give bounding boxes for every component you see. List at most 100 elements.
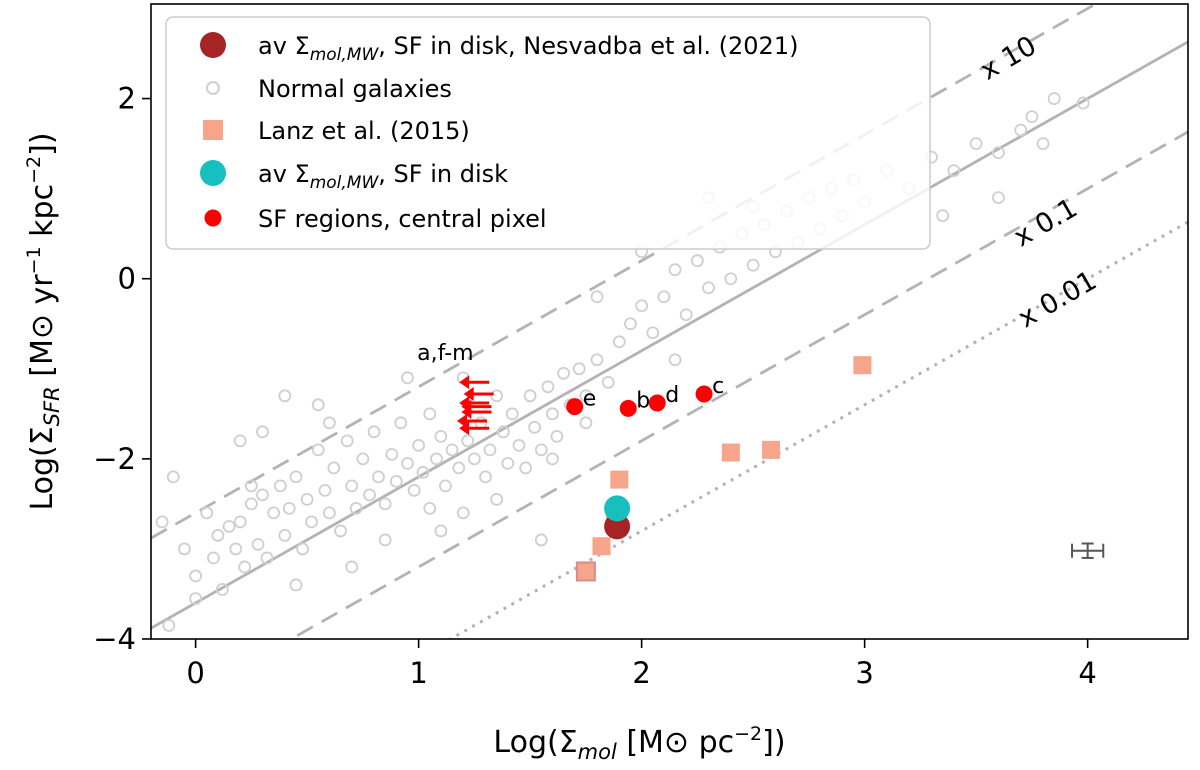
normal-galaxy-point (401, 371, 414, 385)
normal-galaxy-point (501, 456, 515, 470)
normal-galaxy-point (668, 353, 682, 367)
y-tick-label: 2 (118, 82, 136, 116)
normal-galaxy-point (222, 520, 236, 533)
y-tick-label: 0 (118, 262, 136, 296)
relation-label-3: x 0.01 (1013, 265, 1102, 334)
normal-galaxy-point (211, 529, 225, 542)
normal-galaxy-point (189, 592, 203, 605)
normal-galaxy-point (233, 515, 247, 529)
normal-galaxy-point (363, 488, 376, 502)
normal-galaxy-point (340, 434, 354, 448)
normal-galaxy-point (434, 429, 448, 443)
upper-limit-arrowhead (461, 399, 472, 414)
normal-galaxy-point (389, 474, 403, 488)
average-point (604, 495, 631, 522)
normal-galaxy-point (490, 389, 504, 403)
relation-label-2: x 0.1 (1009, 193, 1083, 254)
normal-galaxy-point (305, 515, 318, 529)
normal-galaxy-point (572, 362, 586, 376)
x-axis-ticks: 0 1 2 3 4 (186, 639, 1097, 690)
normal-galaxy-point (550, 429, 564, 443)
x-tick-label: 4 (1078, 656, 1096, 690)
average-points (604, 495, 631, 540)
normal-galaxy-point (233, 434, 247, 448)
normal-galaxy-point (579, 416, 593, 430)
normal-galaxy-point (318, 483, 332, 497)
normal-galaxy-point (207, 551, 220, 565)
legend-entry-text: Normal galaxies (258, 75, 452, 103)
normal-galaxy-point (557, 366, 570, 380)
sf-region-label: e (583, 387, 597, 412)
y-axis-ticks: −4 −2 0 2 (93, 82, 151, 656)
upper-limit-arrowhead (459, 375, 470, 390)
normal-galaxy-point (215, 583, 229, 596)
normal-galaxy-point (423, 501, 437, 515)
normal-galaxy-point (690, 254, 704, 268)
normal-galaxy-point (367, 425, 381, 439)
normal-galaxy-point (407, 483, 421, 497)
lanz-point (575, 561, 596, 582)
y-tick-label: −2 (93, 442, 136, 476)
normal-galaxy-point (461, 434, 475, 448)
legend-marker (203, 120, 223, 140)
normal-galaxy-point (1076, 96, 1090, 110)
normal-galaxy-point (992, 146, 1005, 160)
sf-region-point (619, 399, 637, 417)
normal-galaxy-point (345, 560, 359, 574)
normal-galaxy-point (490, 492, 504, 506)
normal-galaxy-point (244, 479, 258, 493)
normal-galaxy-point (601, 375, 615, 389)
lanz-point (853, 356, 872, 375)
normal-galaxy-point (401, 456, 414, 470)
normal-galaxy-point (155, 515, 169, 529)
normal-galaxy-point (546, 452, 559, 466)
normal-galaxy-point (519, 461, 533, 475)
normal-galaxy-point (238, 560, 252, 574)
normal-galaxy-point (483, 443, 497, 457)
sf-region-point (648, 394, 666, 412)
upper-limit-arrowhead (456, 414, 467, 429)
normal-galaxy-point (1025, 110, 1039, 123)
legend: av Σmol,MW, SF in disk, Nesvadba et al. … (165, 16, 931, 250)
normal-galaxy-point (327, 461, 341, 475)
legend-marker (200, 160, 226, 186)
normal-galaxy-point (372, 470, 385, 484)
normal-galaxy-point (323, 416, 336, 430)
normal-galaxy-point (178, 542, 191, 556)
relation-line-3 (447, 220, 1188, 639)
normal-galaxy-point (541, 380, 555, 394)
normal-galaxy-point (251, 538, 265, 551)
normal-galaxy-point (612, 335, 626, 349)
normal-galaxy-point (512, 438, 526, 452)
y-axis-label: Log(ΣSFR [M⊙ yr−1 kpc−2]) (23, 132, 64, 510)
sf-region-point (566, 398, 584, 416)
upper-limits-series (456, 375, 494, 436)
x-tick-label: 0 (186, 656, 204, 690)
normal-galaxy-point (546, 407, 559, 421)
normal-galaxy-point (496, 425, 510, 439)
sf-regions-series (566, 385, 713, 417)
normal-galaxy-point (289, 578, 303, 592)
normal-galaxy-point (746, 258, 760, 272)
normal-galaxy-point (278, 389, 292, 403)
normal-galaxy-point (189, 569, 203, 583)
normal-galaxy-point (200, 506, 214, 520)
normal-galaxy-point (1014, 123, 1028, 137)
relation-lines (151, 4, 1188, 639)
normal-galaxy-point (166, 470, 180, 484)
normal-galaxy-point (385, 447, 399, 461)
lanz-point (761, 440, 780, 459)
lanz-point (721, 443, 740, 462)
normal-galaxy-point (657, 290, 671, 304)
normal-galaxy-point (668, 263, 682, 277)
normal-galaxy-point (378, 497, 392, 511)
normal-galaxy-point (445, 443, 459, 457)
upper-limits-label: a,f-m (417, 341, 473, 366)
normal-galaxy-point (579, 389, 593, 403)
upper-limit-arrowhead (459, 421, 470, 436)
normal-galaxy-point (300, 492, 314, 506)
normal-galaxy-point (162, 619, 176, 632)
y-tick-label: −4 (93, 622, 136, 656)
legend-marker (206, 81, 220, 95)
